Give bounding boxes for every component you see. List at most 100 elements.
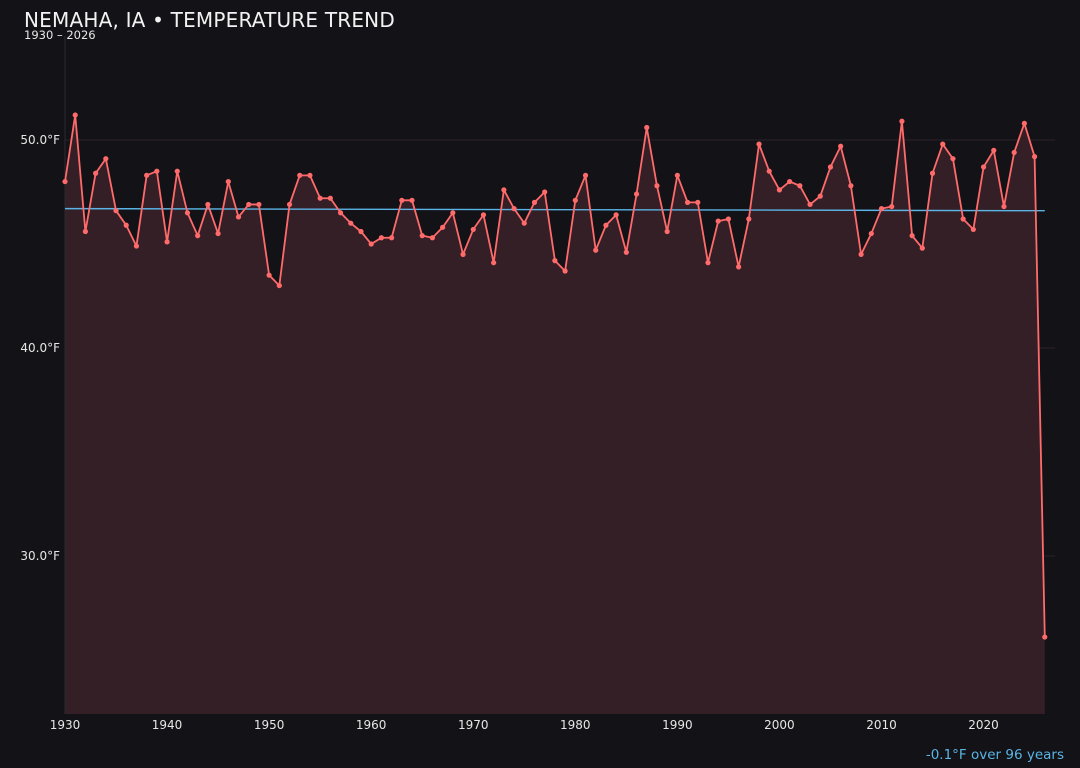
data-point xyxy=(909,233,915,239)
data-point xyxy=(113,208,119,214)
data-point xyxy=(919,245,925,251)
chart-subtitle: 1930 – 2026 xyxy=(24,28,96,42)
data-point xyxy=(858,251,864,257)
data-point xyxy=(215,230,221,237)
x-tick-label: 1950 xyxy=(254,718,285,732)
data-point xyxy=(684,199,691,205)
data-point xyxy=(797,183,803,189)
data-point xyxy=(205,201,211,208)
data-point xyxy=(776,187,783,193)
data-point xyxy=(123,222,129,228)
data-point xyxy=(644,124,650,131)
data-point xyxy=(848,183,854,189)
data-point xyxy=(664,228,670,235)
data-point xyxy=(195,233,201,239)
data-point xyxy=(235,214,242,220)
data-point xyxy=(838,143,844,149)
data-point xyxy=(817,193,823,199)
data-point xyxy=(827,164,834,170)
data-point xyxy=(164,239,170,245)
data-point xyxy=(623,249,629,255)
data-point xyxy=(62,178,68,185)
data-point xyxy=(368,241,374,247)
data-point xyxy=(899,118,905,124)
data-point xyxy=(388,235,395,241)
data-point xyxy=(184,210,191,216)
data-point xyxy=(991,147,997,153)
data-point xyxy=(654,183,660,189)
data-point xyxy=(378,235,384,241)
data-point xyxy=(225,178,231,185)
data-point xyxy=(470,226,476,233)
data-point xyxy=(286,201,293,208)
data-point xyxy=(705,260,711,266)
data-point xyxy=(511,206,517,212)
data-point xyxy=(460,251,466,257)
data-point xyxy=(562,268,568,274)
data-point xyxy=(1001,203,1007,210)
data-point xyxy=(603,222,609,228)
data-point xyxy=(174,168,180,174)
x-tick-label: 1990 xyxy=(662,718,693,732)
x-tick-label: 1980 xyxy=(560,718,591,732)
data-points xyxy=(62,112,1048,640)
data-point xyxy=(613,212,619,218)
data-point xyxy=(736,264,742,270)
y-tick-label: 30.0°F xyxy=(20,549,60,563)
data-point xyxy=(674,172,680,178)
x-tick-labels: 1930 1940 1950 1960 1970 1980 1990 2000 2010 2020 xyxy=(50,718,999,732)
data-point xyxy=(429,235,436,241)
data-point xyxy=(72,112,78,118)
data-point xyxy=(450,210,456,216)
data-point xyxy=(552,258,558,264)
data-point xyxy=(297,172,303,178)
trend-summary: -0.1°F over 96 years xyxy=(925,747,1064,763)
data-point xyxy=(154,168,160,174)
data-point xyxy=(491,260,497,266)
x-tick-label: 1930 xyxy=(50,718,81,732)
data-point xyxy=(1011,149,1017,156)
data-point xyxy=(419,233,425,239)
data-point xyxy=(807,201,813,208)
data-point xyxy=(980,164,987,170)
data-point xyxy=(633,191,640,197)
data-point xyxy=(1031,154,1038,160)
data-point xyxy=(103,156,109,162)
y-tick-labels: 30.0°F 40.0°F 50.0°F xyxy=(20,133,60,563)
chart-title: NEMAHA, IA • TEMPERATURE TREND xyxy=(24,8,395,32)
data-point xyxy=(695,199,701,205)
data-point xyxy=(93,170,99,176)
x-tick-label: 2020 xyxy=(968,718,999,732)
data-point xyxy=(868,230,874,237)
data-point xyxy=(409,197,415,203)
data-point xyxy=(307,172,313,178)
data-point xyxy=(82,228,89,235)
data-point xyxy=(878,206,885,212)
data-point xyxy=(582,172,589,178)
data-point xyxy=(531,199,538,205)
data-point xyxy=(766,168,772,174)
x-tick-label: 1970 xyxy=(458,718,489,732)
data-point xyxy=(327,195,333,201)
data-point xyxy=(256,201,262,208)
data-point xyxy=(1042,634,1048,640)
data-point xyxy=(970,226,976,233)
data-point xyxy=(746,216,752,222)
data-point xyxy=(940,141,946,147)
data-point xyxy=(480,212,487,218)
data-point xyxy=(133,243,140,249)
x-tick-label: 2000 xyxy=(764,718,795,732)
data-point xyxy=(276,282,282,289)
x-tick-label: 2010 xyxy=(866,718,897,732)
data-point xyxy=(317,195,323,201)
data-point xyxy=(593,247,599,253)
data-point xyxy=(950,156,956,162)
x-tick-label: 1940 xyxy=(152,718,183,732)
x-tick-label: 1960 xyxy=(356,718,387,732)
data-point xyxy=(337,210,344,216)
data-point xyxy=(440,224,446,230)
data-point xyxy=(144,172,150,178)
data-point xyxy=(348,220,354,226)
data-point xyxy=(266,272,272,278)
